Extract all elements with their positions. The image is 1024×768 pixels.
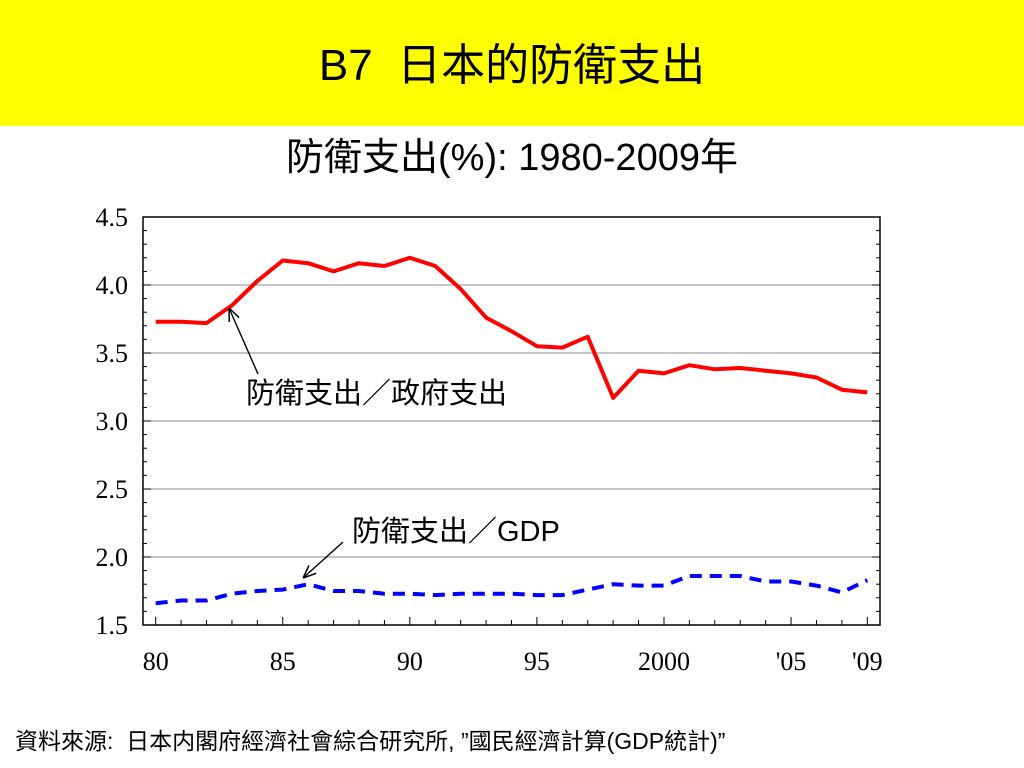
y-tick-label: 3.0 <box>96 407 129 436</box>
x-tick-label: '09 <box>852 647 883 676</box>
y-tick-label: 2.0 <box>96 543 129 572</box>
x-tick-label: '05 <box>776 647 807 676</box>
title-banner: B7 日本的防衛支出 <box>0 0 1024 126</box>
series-line-defense-per-government-spending <box>155 255 868 400</box>
x-tick-label: 85 <box>270 647 296 676</box>
annotation-label-government: 防衛支出／政府支出 <box>246 377 507 410</box>
source-footnote: 資料來源: 日本内閣府經濟社會綜合研究所, ”國民經濟計算(GDP統計)” <box>15 728 726 754</box>
plot-area: 1.5 2.0 2.5 3.0 3.5 4.0 4.5 80 85 90 95 2000 '05 '09 <box>96 203 883 676</box>
chart-title: 防衛支出(%): 1980-2009年 <box>286 137 738 179</box>
y-tick-label: 4.5 <box>96 203 129 232</box>
line-chart: 1.52.02.53.03.54.04.580 85 90 95 2000'05'09 … <box>96 203 883 676</box>
x-tick-label: 95 <box>524 647 550 676</box>
y-tick-label: 4.0 <box>96 271 129 300</box>
annotation-arrow-government <box>229 308 259 375</box>
slide-title: B7 日本的防衛支出 <box>318 41 706 90</box>
x-tick-label: 2000 <box>638 647 690 676</box>
y-tick-label: 1.5 <box>96 611 129 640</box>
y-tick-label: 3.5 <box>96 339 129 368</box>
annotation-label-gdp: 防衛支出／GDP <box>352 515 560 548</box>
y-tick-label: 2.5 <box>96 475 129 504</box>
series-line-defense-per-gdp <box>155 574 869 606</box>
x-tick-label: 80 <box>143 647 169 676</box>
annotation-arrow-gdp <box>303 541 344 578</box>
x-tick-label: 90 <box>397 647 423 676</box>
